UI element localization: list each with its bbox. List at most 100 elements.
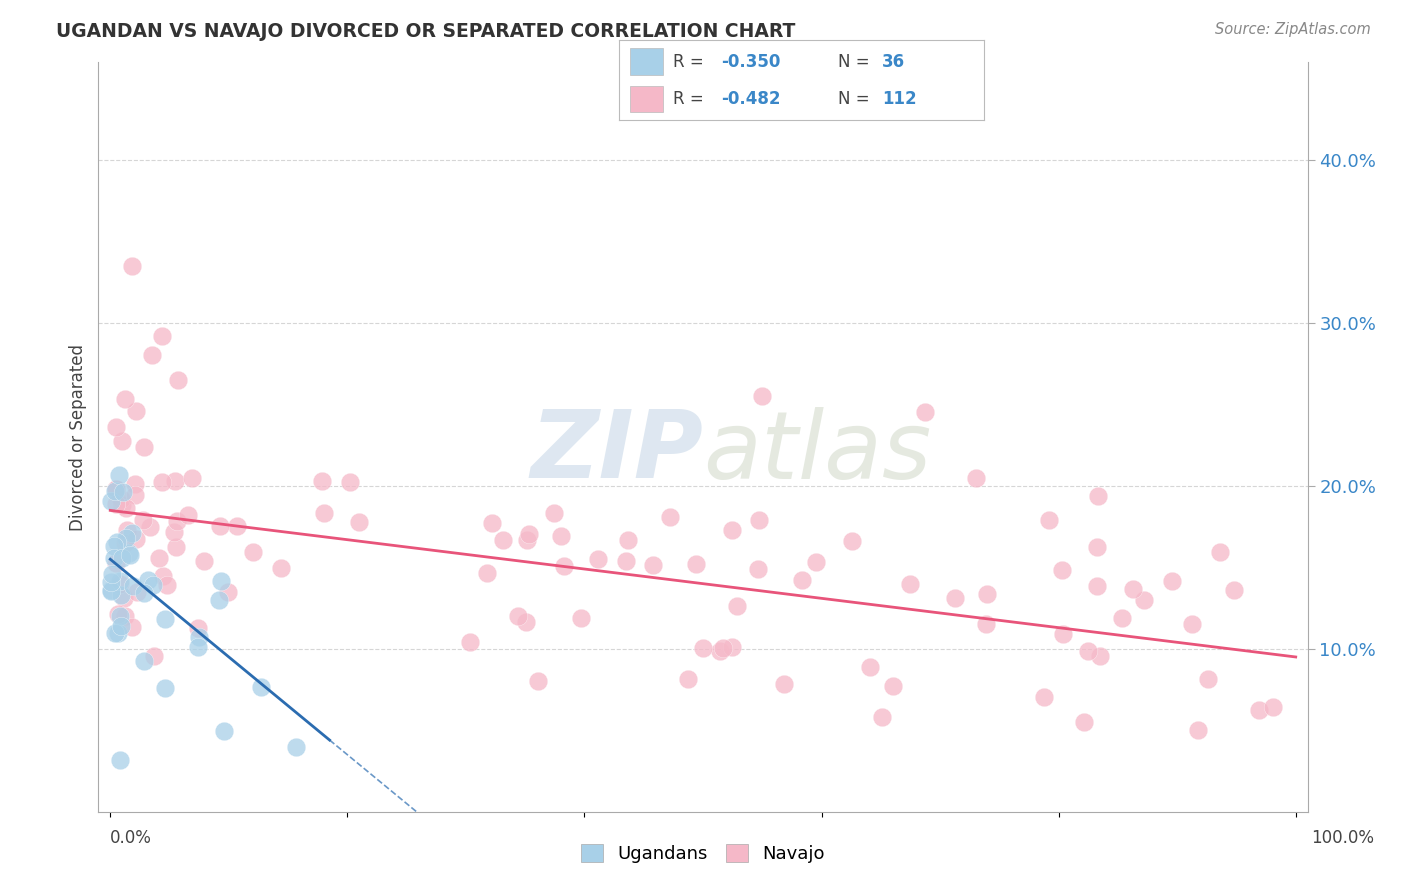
Point bbox=[217, 584, 239, 599]
Point bbox=[100, 493, 122, 508]
Point bbox=[105, 556, 128, 570]
Point bbox=[725, 599, 748, 613]
Point bbox=[1085, 541, 1108, 555]
Point bbox=[132, 513, 155, 527]
Point bbox=[141, 348, 163, 362]
Point bbox=[692, 641, 714, 656]
Point bbox=[1209, 545, 1232, 559]
Point bbox=[475, 566, 498, 581]
Point bbox=[517, 527, 540, 541]
Point bbox=[122, 579, 145, 593]
Point bbox=[1111, 611, 1133, 625]
Point bbox=[1187, 723, 1209, 738]
Point bbox=[100, 583, 122, 598]
Point bbox=[481, 516, 503, 530]
Point bbox=[124, 476, 146, 491]
Point bbox=[148, 550, 170, 565]
Point bbox=[115, 532, 138, 546]
Point bbox=[208, 519, 231, 533]
Point bbox=[105, 420, 128, 434]
Point bbox=[176, 508, 198, 522]
Point bbox=[104, 483, 127, 498]
Point bbox=[142, 578, 165, 592]
Point bbox=[104, 625, 127, 640]
Point bbox=[155, 578, 177, 592]
Point bbox=[166, 374, 188, 388]
Point bbox=[121, 526, 143, 541]
Text: R =: R = bbox=[673, 53, 710, 70]
Text: N =: N = bbox=[838, 90, 875, 108]
Point bbox=[193, 554, 215, 568]
Point bbox=[134, 586, 156, 600]
Text: 112: 112 bbox=[882, 90, 917, 108]
Point bbox=[349, 515, 371, 529]
Point bbox=[460, 635, 482, 649]
Point bbox=[110, 551, 132, 566]
Point bbox=[339, 475, 361, 489]
Point bbox=[1197, 672, 1219, 686]
Y-axis label: Divorced or Separated: Divorced or Separated bbox=[69, 343, 87, 531]
Point bbox=[748, 513, 770, 527]
Point bbox=[114, 392, 136, 406]
Text: N =: N = bbox=[838, 53, 875, 70]
Point bbox=[898, 577, 921, 591]
Point bbox=[841, 534, 863, 549]
Point bbox=[108, 577, 131, 591]
Point bbox=[1223, 582, 1246, 597]
Point bbox=[804, 555, 827, 569]
Point bbox=[105, 483, 128, 497]
Point bbox=[226, 518, 249, 533]
Point bbox=[1181, 616, 1204, 631]
Point bbox=[208, 593, 231, 607]
Point bbox=[506, 609, 529, 624]
Point bbox=[108, 753, 131, 767]
Point bbox=[165, 540, 187, 554]
Point bbox=[658, 509, 681, 524]
Point bbox=[181, 470, 204, 484]
Point bbox=[709, 644, 731, 658]
Point bbox=[543, 506, 565, 520]
Point bbox=[1050, 563, 1073, 577]
Point bbox=[124, 487, 146, 501]
Point bbox=[242, 545, 264, 559]
Point bbox=[1052, 627, 1074, 641]
Point bbox=[103, 551, 125, 566]
Point bbox=[105, 482, 128, 496]
Point bbox=[112, 485, 135, 500]
Point bbox=[751, 389, 773, 403]
Text: UGANDAN VS NAVAJO DIVORCED OR SEPARATED CORRELATION CHART: UGANDAN VS NAVAJO DIVORCED OR SEPARATED … bbox=[56, 22, 796, 41]
Point bbox=[1263, 699, 1285, 714]
Point bbox=[139, 520, 162, 534]
Point bbox=[721, 640, 744, 654]
Point bbox=[142, 649, 165, 664]
Point bbox=[711, 641, 734, 656]
Point bbox=[138, 573, 160, 587]
Point bbox=[111, 498, 134, 512]
Point bbox=[586, 552, 609, 566]
Point bbox=[121, 620, 143, 634]
Point bbox=[943, 591, 966, 606]
Point bbox=[121, 259, 143, 273]
Point bbox=[250, 681, 273, 695]
Point bbox=[676, 672, 699, 686]
Text: 0.0%: 0.0% bbox=[110, 829, 152, 847]
Point bbox=[118, 548, 141, 562]
Point bbox=[100, 583, 122, 598]
Text: atlas: atlas bbox=[703, 407, 931, 498]
Text: ZIP: ZIP bbox=[530, 406, 703, 498]
Point bbox=[101, 566, 124, 581]
Point bbox=[1133, 593, 1156, 607]
Point bbox=[114, 608, 136, 623]
Point bbox=[553, 558, 575, 573]
Point bbox=[1033, 690, 1056, 705]
Point bbox=[125, 532, 148, 546]
Point bbox=[870, 710, 893, 724]
Point bbox=[105, 497, 128, 511]
Point bbox=[617, 533, 640, 547]
Text: R =: R = bbox=[673, 90, 710, 108]
Point bbox=[516, 533, 538, 548]
Point bbox=[150, 329, 173, 343]
Point bbox=[1077, 643, 1099, 657]
Text: -0.482: -0.482 bbox=[721, 90, 780, 108]
Point bbox=[965, 471, 987, 485]
